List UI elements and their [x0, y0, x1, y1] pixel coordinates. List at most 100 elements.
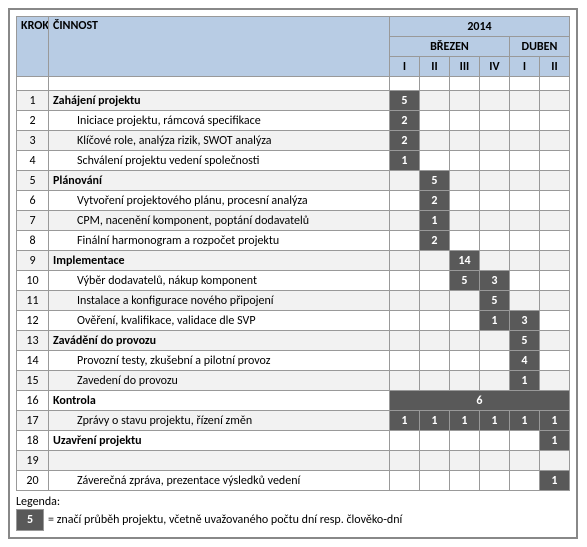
gantt-cell: [449, 131, 479, 151]
gantt-cell: [449, 311, 479, 331]
gantt-cell: [479, 471, 509, 491]
table-row: 4Schválení projektu vedení společnosti1: [17, 151, 570, 171]
table-row: 14Provozní testy, zkušební a pilotní pro…: [17, 351, 570, 371]
gantt-bar: 1: [419, 411, 449, 431]
gantt-cell: [449, 351, 479, 371]
task-label: Klíčové role, analýza rizik, SWOT analýz…: [49, 131, 390, 151]
gantt-bar: 6: [389, 391, 569, 411]
gantt-cell: [539, 151, 569, 171]
gantt-cell: [479, 151, 509, 171]
hdr-year: 2014: [389, 17, 569, 37]
gantt-cell: [479, 351, 509, 371]
table-row: 10Výběr dodavatelů, nákup komponent53: [17, 271, 570, 291]
gantt-bar: 1: [539, 411, 569, 431]
gantt-cell: [539, 251, 569, 271]
gantt-bar: 2: [389, 111, 419, 131]
table-row: 3Klíčové role, analýza rizik, SWOT analý…: [17, 131, 570, 151]
gantt-bar: 3: [509, 311, 539, 331]
gantt-cell: [389, 251, 419, 271]
table-row: 11Instalace a konfigurace nového připoje…: [17, 291, 570, 311]
gantt-cell: [479, 111, 509, 131]
step-number: 11: [17, 291, 49, 311]
table-row: 5Plánování5: [17, 171, 570, 191]
gantt-cell: [389, 191, 419, 211]
gantt-cell: [509, 251, 539, 271]
task-label: Vytvoření projektového plánu, procesní a…: [49, 191, 390, 211]
gantt-cell: [449, 431, 479, 451]
gantt-cell: [539, 211, 569, 231]
hdr-month-duben: DUBEN: [509, 37, 569, 57]
gantt-cell: [539, 451, 569, 471]
gantt-cell: [539, 191, 569, 211]
gantt-cell: [389, 171, 419, 191]
gantt-cell: [419, 371, 449, 391]
gantt-cell: [389, 431, 419, 451]
gantt-bar: 3: [479, 271, 509, 291]
hdr-week-1: I: [389, 57, 419, 77]
table-row: 1Zahájení projektu5: [17, 91, 570, 111]
step-number: 18: [17, 431, 49, 451]
phase-label: Uzavření projektu: [49, 431, 390, 451]
step-number: 9: [17, 251, 49, 271]
gantt-bar: 5: [389, 91, 419, 111]
step-number: 13: [17, 331, 49, 351]
hdr-week-6: II: [539, 57, 569, 77]
table-row: 19: [17, 451, 570, 471]
gantt-cell: [509, 291, 539, 311]
table-row: 9Implementace14: [17, 251, 570, 271]
phase-label: Kontrola: [49, 391, 390, 411]
gantt-bar: 1: [479, 311, 509, 331]
table-row: 17Zprávy o stavu projektu, řízení změn11…: [17, 411, 570, 431]
table-row: 8Finální harmonogram a rozpočet projektu…: [17, 231, 570, 251]
table-row: 7CPM, nacenění komponent, poptání dodava…: [17, 211, 570, 231]
gantt-cell: [509, 111, 539, 131]
phase-label: Plánování: [49, 171, 390, 191]
gantt-cell: [449, 371, 479, 391]
legend-text: = značí průběh projektu, včetně uvažovan…: [48, 513, 402, 527]
step-number: 2: [17, 111, 49, 131]
gantt-bar: 2: [419, 231, 449, 251]
gantt-cell: [479, 231, 509, 251]
legend-title: Legenda:: [16, 495, 570, 509]
gantt-bar: 5: [419, 171, 449, 191]
gantt-cell: [539, 351, 569, 371]
task-label: Výběr dodavatelů, nákup komponent: [49, 271, 390, 291]
gantt-cell: [539, 291, 569, 311]
table-row: 18Uzavření projektu1: [17, 431, 570, 451]
gantt-cell: [389, 371, 419, 391]
gantt-cell: [449, 471, 479, 491]
gantt-bar: 2: [389, 131, 419, 151]
gantt-cell: [509, 271, 539, 291]
gantt-bar: 1: [539, 471, 569, 491]
gantt-cell: [389, 311, 419, 331]
gantt-cell: [419, 331, 449, 351]
gantt-bar: 4: [509, 351, 539, 371]
gantt-cell: [539, 131, 569, 151]
step-number: 17: [17, 411, 49, 431]
gantt-cell: [419, 271, 449, 291]
hdr-month-brezen: BŘEZEN: [389, 37, 509, 57]
gantt-cell: [479, 251, 509, 271]
gantt-cell: [539, 111, 569, 131]
task-label: Iniciace projektu, rámcová specifikace: [49, 111, 390, 131]
gantt-cell: [449, 151, 479, 171]
gantt-bar: 1: [389, 151, 419, 171]
task-label: Provozní testy, zkušební a pilotní provo…: [49, 351, 390, 371]
gantt-cell: [509, 131, 539, 151]
gantt-container: KROK ČINNOST 2014 BŘEZEN DUBEN I II III …: [8, 8, 578, 539]
gantt-cell: [479, 371, 509, 391]
gantt-cell: [449, 291, 479, 311]
gantt-cell: [419, 251, 449, 271]
task-label: Finální harmonogram a rozpočet projektu: [49, 231, 390, 251]
gantt-bar: 1: [509, 371, 539, 391]
gantt-bar: 1: [509, 411, 539, 431]
gantt-cell: [479, 431, 509, 451]
gantt-cell: [539, 91, 569, 111]
gantt-cell: [479, 211, 509, 231]
table-row: 15Zavedení do provozu1: [17, 371, 570, 391]
step-number: 1: [17, 91, 49, 111]
task-label: Instalace a konfigurace nového připojení: [49, 291, 390, 311]
gantt-cell: [419, 291, 449, 311]
gantt-cell: [449, 231, 479, 251]
step-number: 5: [17, 171, 49, 191]
